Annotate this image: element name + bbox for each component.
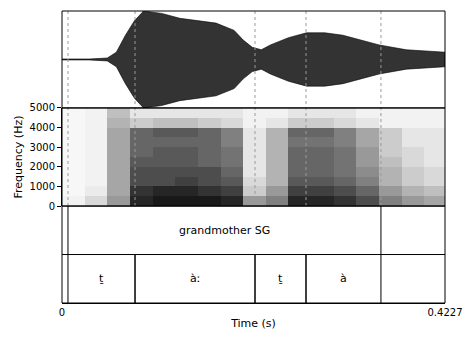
svg-text:4000: 4000 bbox=[30, 122, 55, 133]
svg-text:Time (s): Time (s) bbox=[230, 317, 276, 330]
svg-text:àː: àː bbox=[190, 272, 200, 285]
svg-text:0.4227: 0.4227 bbox=[428, 307, 463, 318]
svg-text:1000: 1000 bbox=[30, 181, 55, 192]
svg-text:Frequency (Hz): Frequency (Hz) bbox=[12, 116, 25, 199]
svg-text:0: 0 bbox=[59, 307, 65, 318]
svg-text:0: 0 bbox=[49, 201, 55, 212]
svg-text:3000: 3000 bbox=[30, 142, 55, 153]
svg-text:à: à bbox=[340, 272, 347, 285]
svg-text:ṯ: ṯ bbox=[99, 272, 104, 285]
svg-text:ṯ: ṯ bbox=[278, 272, 283, 285]
svg-text:5000: 5000 bbox=[30, 102, 55, 113]
svg-text:grandmother SG: grandmother SG bbox=[179, 224, 270, 237]
svg-text:2000: 2000 bbox=[30, 161, 55, 172]
